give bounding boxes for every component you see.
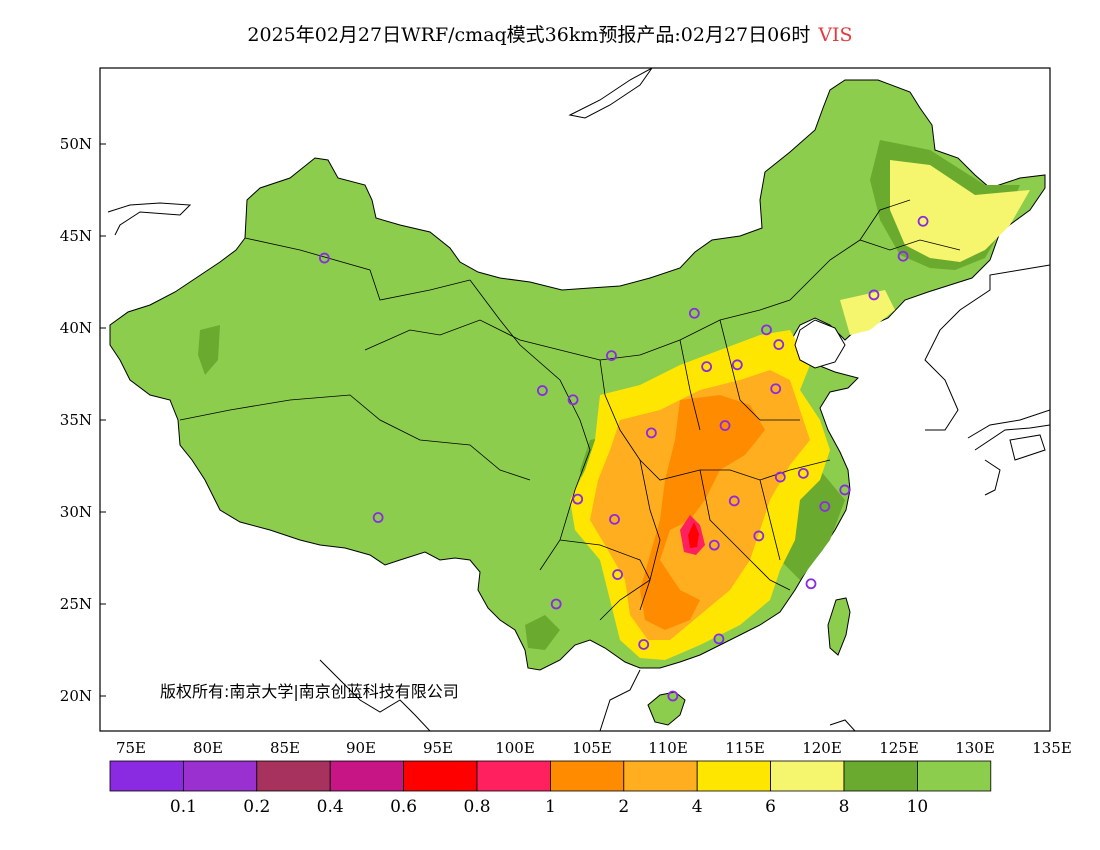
variable-label: VIS <box>818 24 853 46</box>
visibility-zone-below-0.8 <box>688 522 699 548</box>
legend-swatch-7 <box>623 760 698 792</box>
legend-label-8: 6 <box>765 797 776 817</box>
lon-tick-105: 105E <box>572 739 612 757</box>
lat-tick-35: 35N <box>60 411 92 429</box>
station-marker-kunming <box>550 598 562 610</box>
station-marker-nanning <box>638 639 650 650</box>
station-marker-xining <box>536 385 548 396</box>
bohai-sea <box>794 319 846 369</box>
legend-label-4: 0.8 <box>463 797 490 817</box>
station-marker-guangzhou <box>713 633 725 645</box>
station-marker-lanzhou <box>567 394 579 406</box>
station-marker-urumqi <box>319 252 330 264</box>
map-title: 2025年02月27日WRF/cmaq模式36km预报产品:02月27日06时 V… <box>0 20 1100 47</box>
legend-label-0: 0.1 <box>170 797 197 817</box>
lon-tick-125: 125E <box>879 739 919 757</box>
longitude-axis: 75E 80E 85E 90E 95E 100E 105E 110E 115E … <box>116 739 1072 757</box>
lon-tick-120: 120E <box>802 739 842 757</box>
copyright-text: 版权所有:南京大学|南京创蓝科技有限公司 <box>160 682 459 701</box>
lat-tick-45: 45N <box>60 227 92 245</box>
station-marker-shijiazhuang <box>731 359 743 371</box>
legend-label-6: 2 <box>618 797 629 817</box>
province-boundaries <box>179 199 961 621</box>
legend-swatch-9 <box>770 760 845 792</box>
lat-tick-30: 30N <box>60 503 92 521</box>
station-marker-beijing <box>761 324 772 336</box>
legend-label-10: 10 <box>907 797 929 817</box>
visibility-zone-6-8 <box>840 160 1030 335</box>
legend-label-3: 0.6 <box>390 797 417 817</box>
lon-tick-95: 95E <box>423 739 453 757</box>
legend-swatch-10 <box>843 760 918 792</box>
lat-tick-50: 50N <box>60 135 92 153</box>
lon-tick-90: 90E <box>346 739 376 757</box>
lon-tick-100: 100E <box>495 739 535 757</box>
station-marker-hefei <box>774 471 786 483</box>
station-marker-tianjin <box>773 339 785 350</box>
legend-label-2: 0.4 <box>317 797 344 817</box>
legend-swatch-8 <box>696 760 772 792</box>
station-marker-yinchuan <box>606 350 617 362</box>
lon-tick-80: 80E <box>193 739 223 757</box>
station-marker-lhasa <box>372 512 384 523</box>
station-marker-jinan <box>770 383 782 395</box>
lat-tick-20: 20N <box>60 687 92 705</box>
legend-swatch-5 <box>476 760 551 792</box>
station-marker-xian <box>645 427 657 439</box>
station-marker-taiyuan <box>701 361 713 373</box>
lon-tick-110: 110E <box>648 739 688 757</box>
station-marker-zhengzhou <box>719 420 731 431</box>
station-marker-fuzhou <box>805 578 817 590</box>
legend-label-7: 4 <box>692 797 703 817</box>
station-marker-chengdu <box>572 493 584 505</box>
taiwan-island <box>827 597 851 656</box>
station-marker-hohhot <box>688 307 700 319</box>
station-marker-changsha <box>708 539 720 551</box>
map-frame <box>99 67 1051 732</box>
lon-tick-75: 75E <box>116 739 146 757</box>
station-marker-chongqing <box>609 513 620 525</box>
station-marker-nanchang <box>753 530 765 542</box>
lon-tick-135: 135E <box>1032 739 1072 757</box>
station-marker-harbin <box>917 215 929 227</box>
legend-label-1: 0.2 <box>243 797 270 817</box>
station-marker-shanghai <box>839 484 851 496</box>
station-marker-wuhan <box>728 495 740 507</box>
neighbor-coastlines <box>107 68 1050 731</box>
legend-swatch-6 <box>550 760 625 792</box>
station-marker-hangzhou <box>819 501 831 512</box>
lat-tick-25: 25N <box>60 595 92 613</box>
legend-swatch-0 <box>109 760 184 792</box>
legend-swatch-1 <box>182 760 258 792</box>
legend-label-5: 1 <box>545 797 556 817</box>
legend-label-9: 8 <box>839 797 850 817</box>
lon-tick-85: 85E <box>270 739 300 757</box>
station-marker-nanjing <box>797 467 809 479</box>
legend-swatch-2 <box>256 760 331 792</box>
lon-tick-130: 130E <box>955 739 995 757</box>
legend-swatch-11 <box>917 760 992 792</box>
lat-tick-40: 40N <box>60 319 92 337</box>
visibility-zone-1-2 <box>640 395 765 630</box>
station-marker-guiyang <box>612 569 623 580</box>
title-text: 2025年02月27日WRF/cmaq模式36km预报产品:02月27日06时 <box>247 24 811 46</box>
station-marker-shenyang <box>868 289 880 301</box>
color-legend: 0.1 0.2 0.4 0.6 0.8 1 2 4 6 8 10 <box>109 760 992 817</box>
station-marker-haikou <box>667 690 679 702</box>
legend-swatch-4 <box>403 760 478 792</box>
latitude-axis: 50N 45N 40N 35N 30N 25N 20N <box>60 135 106 705</box>
lon-tick-115: 115E <box>725 739 765 757</box>
station-markers <box>319 215 929 702</box>
legend-swatch-3 <box>329 760 405 792</box>
station-marker-changchun <box>897 250 909 262</box>
